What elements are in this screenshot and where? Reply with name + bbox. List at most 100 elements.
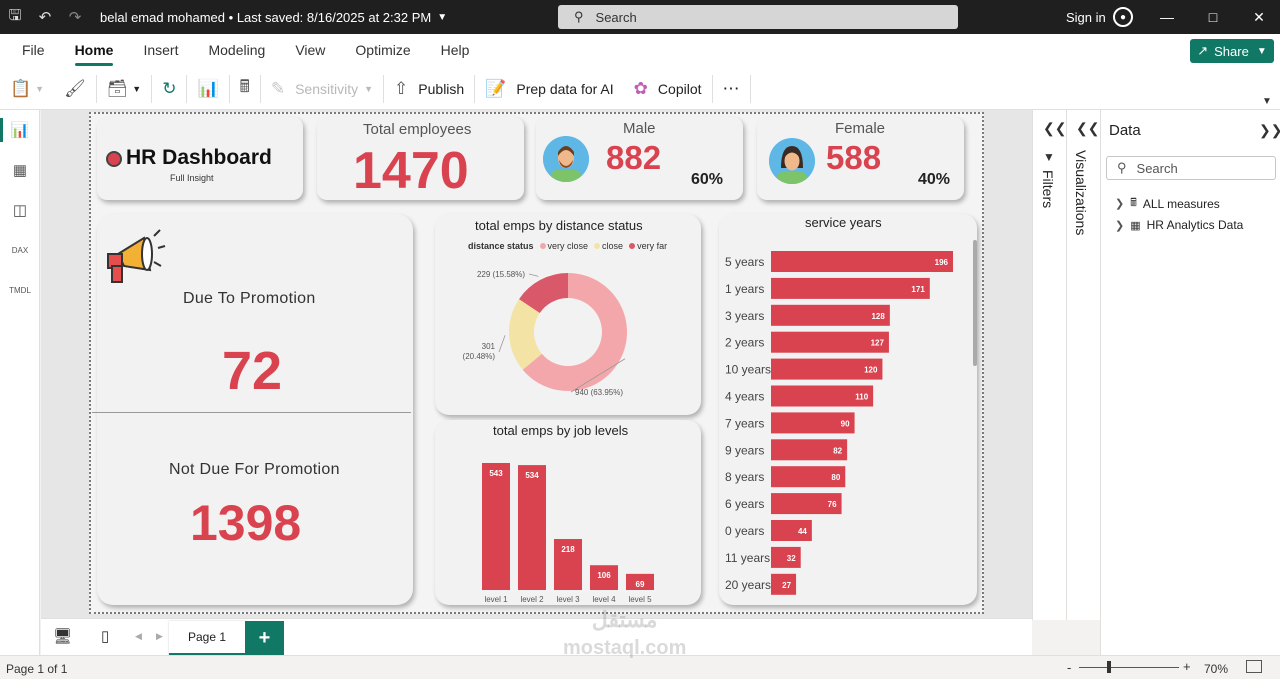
format-painter-button[interactable]: 🖌 (54, 68, 96, 110)
new-visual-button[interactable]: 📊 (187, 68, 228, 110)
service-year-bar[interactable] (771, 385, 874, 407)
zoom-slider-thumb[interactable] (1107, 661, 1111, 673)
desktop-view-icon[interactable]: 🖥 (53, 628, 73, 645)
redo-icon[interactable]: ↷ (68, 9, 82, 26)
title-card[interactable] (97, 117, 303, 200)
chevron-right-icon[interactable]: ❯ (1115, 198, 1125, 210)
paste-button[interactable]: 📋 ▼ (10, 78, 45, 98)
tree-item-all-measures[interactable]: ❯ 🖩 ALL measures (1115, 194, 1220, 213)
donut-slice-very-close[interactable] (522, 273, 627, 391)
expand-data-icon[interactable]: ❯❯ (1259, 122, 1280, 138)
service-year-category-label: 5 years (725, 255, 764, 269)
distance-donut-chart[interactable]: 940 (63.95%) 301(20.48%) 229 (15.58%) (435, 255, 701, 415)
table-icon: ▦ (1130, 219, 1141, 232)
job-level-value-label: 543 (489, 469, 503, 478)
service-year-bar[interactable] (771, 546, 801, 568)
minimize-icon[interactable]: — (1160, 9, 1174, 25)
service-years-bar-chart[interactable]: 196 5 years 171 1 years 128 3 years 127 2 years… (719, 245, 977, 600)
job-level-bar[interactable] (590, 565, 618, 590)
job-level-bar[interactable] (626, 573, 654, 590)
zoom-out-button[interactable]: - (1067, 660, 1072, 675)
due-promotion-value: 72 (222, 341, 283, 401)
zoom-in-button[interactable]: + (1183, 659, 1191, 674)
share-button[interactable]: ↗ Share ▼ (1190, 39, 1274, 63)
table-view-icon[interactable]: ▦ (12, 162, 28, 179)
job-level-bar[interactable] (518, 465, 546, 590)
account-icon[interactable]: ● (1113, 7, 1133, 27)
new-measure-button[interactable]: 🖩 (230, 68, 260, 110)
more-options-button[interactable]: ⋯ (713, 68, 750, 110)
next-page-icon[interactable]: ▶ (156, 631, 163, 641)
sensitivity-button[interactable]: ✎ Sensitivity ▼ (270, 78, 374, 98)
chevron-right-icon[interactable]: ❯ (1115, 219, 1125, 232)
service-year-bar[interactable] (771, 277, 930, 299)
job-levels-bar-chart[interactable]: 543 level 1 534 level 2 218 level 3 106 level 4… (435, 440, 701, 605)
fit-to-page-icon[interactable] (1246, 660, 1262, 673)
service-year-bar[interactable] (771, 251, 953, 272)
legend-very-far: very far (637, 241, 668, 251)
service-year-bar[interactable] (771, 573, 797, 595)
female-value: 588 (826, 139, 882, 176)
service-year-bar[interactable] (771, 358, 883, 380)
mobile-view-icon[interactable]: ▯ (101, 628, 110, 645)
data-search-input[interactable]: ⚲ Search (1106, 156, 1276, 180)
chart-scrollbar[interactable] (973, 240, 977, 366)
sign-in-link[interactable]: Sign in (1066, 10, 1106, 25)
close-icon[interactable]: ✕ (1253, 8, 1265, 25)
add-page-button[interactable]: + (245, 621, 284, 656)
maximize-icon[interactable]: □ (1208, 9, 1218, 25)
filters-label[interactable]: Filters (1040, 170, 1056, 209)
visualizations-label[interactable]: Visualizations (1073, 150, 1089, 236)
service-year-bar[interactable] (771, 304, 890, 326)
job-level-bar[interactable] (554, 539, 582, 590)
service-year-bar[interactable] (771, 331, 889, 353)
service-year-bar[interactable] (771, 439, 848, 461)
dax-view-icon[interactable]: DAX (0, 230, 40, 270)
undo-icon[interactable]: ↶ (38, 9, 52, 26)
sensitivity-icon: ✎ (270, 78, 286, 98)
donut-slice-very-far[interactable] (519, 273, 568, 314)
service-year-bar[interactable] (771, 412, 855, 434)
menu-modeling[interactable]: Modeling (208, 42, 266, 58)
chevron-down-icon[interactable]: ▼ (437, 11, 448, 23)
get-data-button[interactable]: 🗃 ▼ (106, 78, 142, 98)
service-year-bar[interactable] (771, 466, 846, 488)
refresh-button[interactable]: ↻ (152, 68, 186, 110)
copilot-button[interactable]: ✿ Copilot (624, 68, 712, 110)
prep-data-button[interactable]: 📝 Prep data for AI (475, 68, 623, 110)
file-title[interactable]: belal emad mohamed • Last saved: 8/16/20… (100, 9, 432, 25)
save-icon[interactable]: 🖫 (8, 6, 22, 24)
dax-label: DAX (11, 245, 29, 255)
zoom-slider[interactable] (1079, 667, 1179, 668)
total-employees-card[interactable] (317, 117, 524, 200)
share-icon: ↗ (1197, 43, 1209, 58)
publish-button[interactable]: ⇧ Publish (384, 68, 474, 110)
tmdl-view-icon[interactable]: TMDL (0, 270, 40, 310)
tree-item-hr-analytics[interactable]: ❯ ▦ HR Analytics Data (1115, 218, 1243, 232)
collapse-filters-icon[interactable]: ❮❮ (1043, 120, 1067, 136)
menu-view[interactable]: View (295, 42, 326, 58)
tab-page-1[interactable]: Page 1 (169, 621, 245, 656)
promotion-card[interactable] (97, 214, 413, 605)
prev-page-icon[interactable]: ◀ (135, 631, 142, 641)
ribbon-collapse-icon[interactable]: ▼ (1262, 96, 1272, 107)
service-year-bar[interactable] (771, 520, 812, 541)
menu-insert[interactable]: Insert (143, 42, 179, 58)
legend-dot (629, 243, 636, 249)
menu-file[interactable]: File (22, 42, 45, 58)
menu-optimize[interactable]: Optimize (355, 42, 411, 58)
collapse-visualizations-icon[interactable]: ❮❮ (1076, 120, 1100, 136)
donut-slice-close[interactable] (509, 299, 542, 370)
service-year-bar[interactable] (771, 493, 842, 515)
search-box[interactable]: ⚲ Search (558, 5, 958, 29)
job-level-bar[interactable] (482, 463, 510, 590)
calculator-icon: 🖩 (239, 77, 250, 96)
copilot-label: Copilot (657, 80, 702, 97)
model-view-icon[interactable]: ◫ (12, 202, 28, 219)
female-avatar-icon (769, 138, 815, 184)
menu-help[interactable]: Help (440, 42, 470, 58)
menu-home[interactable]: Home (74, 34, 113, 68)
job-level-value-label: 534 (525, 471, 539, 480)
report-view-icon[interactable]: 📊 (0, 110, 40, 150)
job-level-category-label: level 3 (556, 595, 580, 604)
